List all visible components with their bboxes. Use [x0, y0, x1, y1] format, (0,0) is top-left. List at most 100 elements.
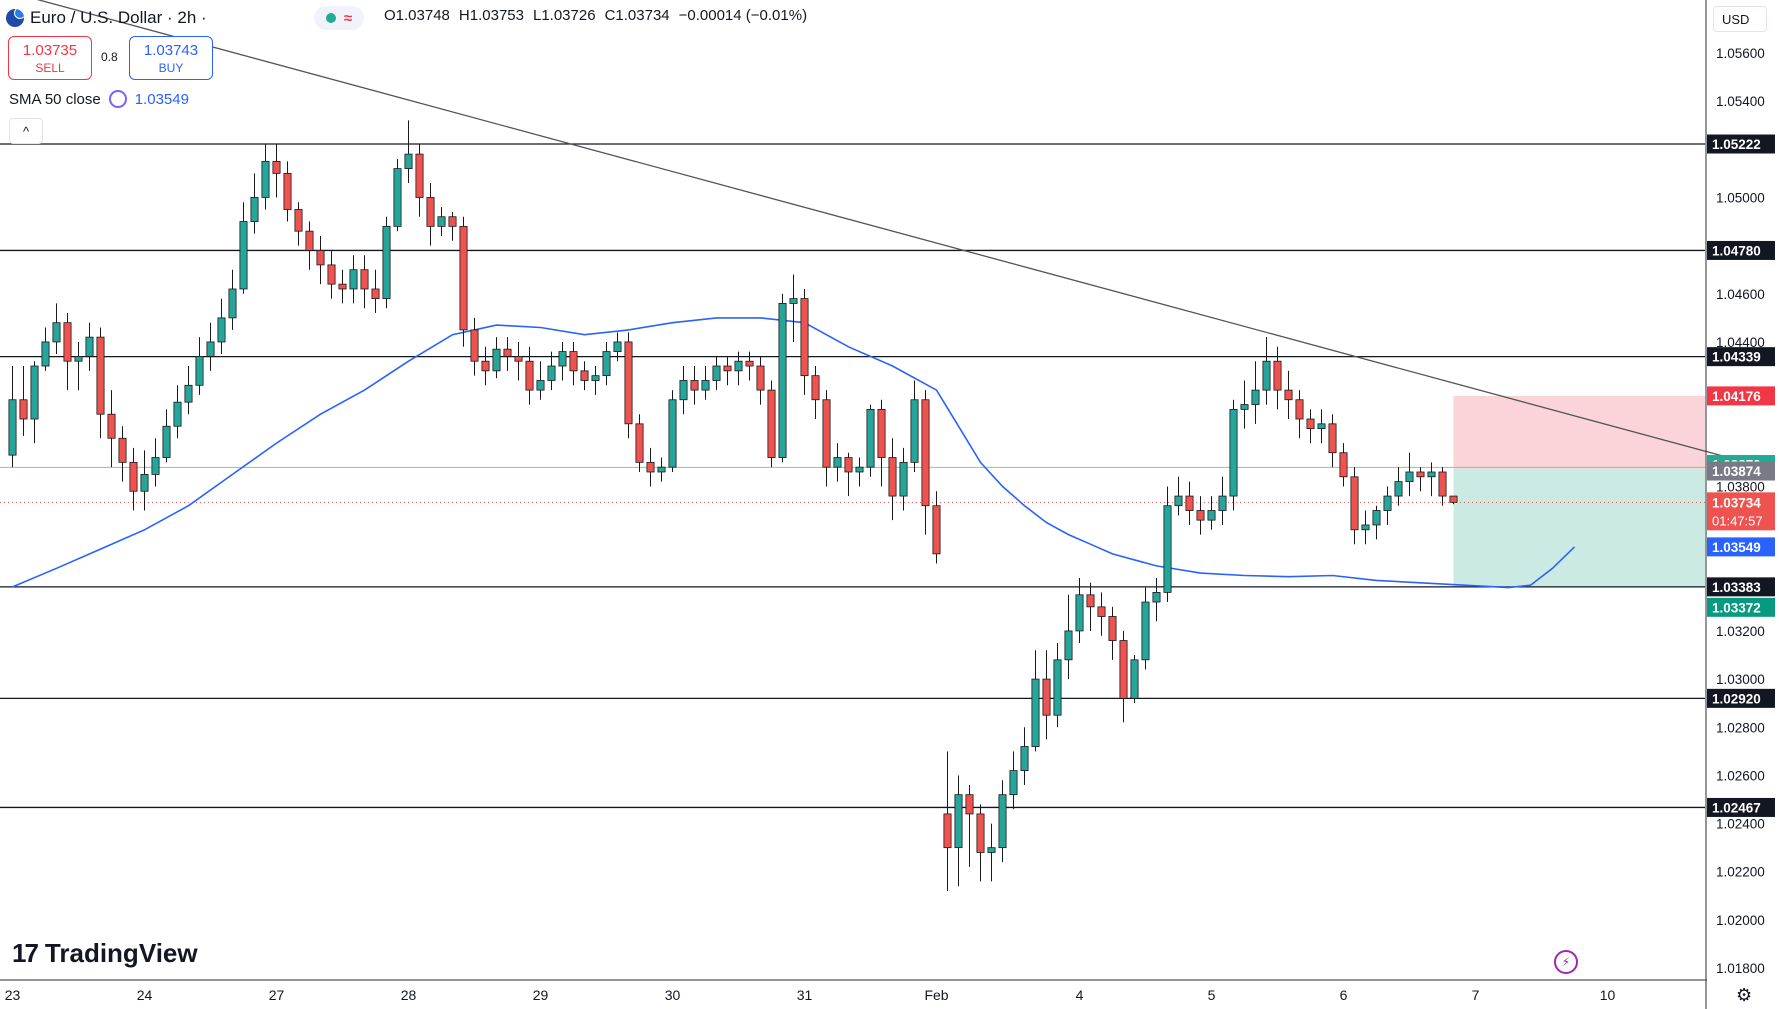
candle: [162, 409, 171, 463]
buy-button[interactable]: 1.03743 BUY: [129, 36, 213, 80]
candle-body: [624, 341, 633, 425]
candle-body: [349, 269, 358, 290]
candle: [613, 332, 622, 362]
time-tick-label: 4: [1076, 987, 1084, 1003]
candle-body: [107, 413, 116, 439]
level-price-tag-bg: [1707, 688, 1775, 708]
candle-body: [448, 216, 457, 227]
candle-body: [1196, 510, 1205, 521]
candle-body: [1240, 404, 1249, 410]
candle-body: [1053, 659, 1062, 716]
candle-body: [954, 794, 963, 849]
candle-body: [217, 317, 226, 343]
candle-body: [492, 348, 501, 372]
symbol-title[interactable]: Euro / U.S. Dollar · 2h ·: [30, 8, 207, 27]
candle: [1009, 751, 1018, 810]
time-tick-label: 5: [1208, 987, 1216, 1003]
candle-body: [1163, 505, 1172, 593]
candle-body: [74, 356, 83, 362]
symbol-header[interactable]: Euro / U.S. Dollar · 2h ·: [6, 6, 207, 30]
sma-legend[interactable]: SMA 50 close 1.03549: [9, 90, 189, 108]
candle: [382, 216, 391, 309]
candle: [294, 202, 303, 246]
candle: [1152, 577, 1161, 622]
candle-body: [140, 473, 149, 492]
price-tick-label: 1.02200: [1716, 865, 1765, 880]
candle-body: [162, 425, 171, 458]
lightning-icon[interactable]: ⚡: [1554, 950, 1578, 974]
candle: [1273, 346, 1282, 410]
candle: [492, 337, 501, 379]
market-open-dot-icon: [325, 13, 336, 23]
brand-name: TradingView: [44, 938, 198, 968]
candle-body: [756, 365, 765, 391]
price-tick-label: 1.02800: [1716, 720, 1765, 735]
candle: [921, 390, 930, 535]
currency-selector[interactable]: USD: [1713, 6, 1767, 32]
price-tick-label: 1.02400: [1716, 817, 1765, 832]
candle: [1130, 655, 1139, 704]
candle-body: [129, 461, 138, 492]
candle: [283, 161, 292, 222]
candle: [1053, 642, 1062, 728]
target-price-tag-text: 1.03372: [1712, 600, 1761, 615]
candle-body: [503, 348, 512, 357]
settings-gear-icon[interactable]: ⚙: [1736, 985, 1753, 1005]
candle-body: [1339, 452, 1348, 478]
candle: [184, 366, 193, 415]
level-price-tag: 1.05222: [1707, 134, 1775, 154]
candle: [745, 351, 754, 381]
candle: [712, 356, 721, 391]
stop-price-tag: 1.04176: [1707, 386, 1775, 406]
time-tick-label: 28: [401, 987, 417, 1003]
candle: [756, 356, 765, 405]
candle-body: [1295, 399, 1304, 420]
candle: [811, 366, 820, 420]
sync-icon[interactable]: [108, 90, 127, 108]
candle: [1218, 476, 1227, 525]
candle: [470, 317, 479, 376]
market-status-pill[interactable]: ≈: [314, 6, 364, 30]
price-tick-label: 1.02000: [1716, 913, 1765, 928]
candle-body: [789, 298, 798, 304]
candle-body: [1031, 678, 1040, 747]
candle: [1449, 495, 1458, 505]
tradingview-mark-icon: 17: [12, 938, 39, 968]
candle-body: [591, 375, 600, 381]
candle: [393, 158, 402, 232]
candle-body: [371, 288, 380, 300]
candle-body: [30, 365, 39, 420]
candle: [1108, 606, 1117, 660]
stop-price-tag-bg: [1707, 386, 1775, 406]
time-axis: 23 24 27 28 29 30 31 Feb 4 5 6 7 10: [5, 987, 1616, 1003]
candle-body: [1064, 630, 1073, 661]
candle-body: [151, 457, 160, 475]
candle: [1438, 467, 1447, 506]
candle-body: [294, 209, 303, 232]
candle-body: [481, 360, 490, 372]
candle: [1317, 409, 1326, 444]
candle: [701, 366, 710, 400]
countdown-text: 01:47:57: [1712, 513, 1763, 528]
candle: [1372, 505, 1381, 540]
chevron-up-icon: ^: [22, 123, 30, 139]
candle-body: [1185, 495, 1194, 511]
candle: [1240, 380, 1249, 429]
candle: [778, 293, 787, 463]
level-price-tag: 1.04339: [1707, 347, 1775, 367]
candle: [789, 274, 798, 342]
trendline: [36, 0, 1729, 459]
ohlc-readout: O1.03748 H1.03753 L1.03726 C1.03734 −0.0…: [384, 7, 807, 24]
candle: [459, 216, 468, 347]
level-price-tag-bg: [1707, 797, 1775, 817]
candle-body: [8, 399, 17, 456]
candle-body: [1273, 360, 1282, 391]
candle-body: [657, 466, 666, 473]
last-price-tag-bg: [1707, 492, 1775, 531]
time-tick-label: 6: [1340, 987, 1348, 1003]
sell-button[interactable]: 1.03735 SELL: [8, 36, 92, 80]
candle-body: [1306, 418, 1315, 430]
collapse-legend-button[interactable]: ^: [9, 118, 43, 144]
candle: [1196, 496, 1205, 535]
